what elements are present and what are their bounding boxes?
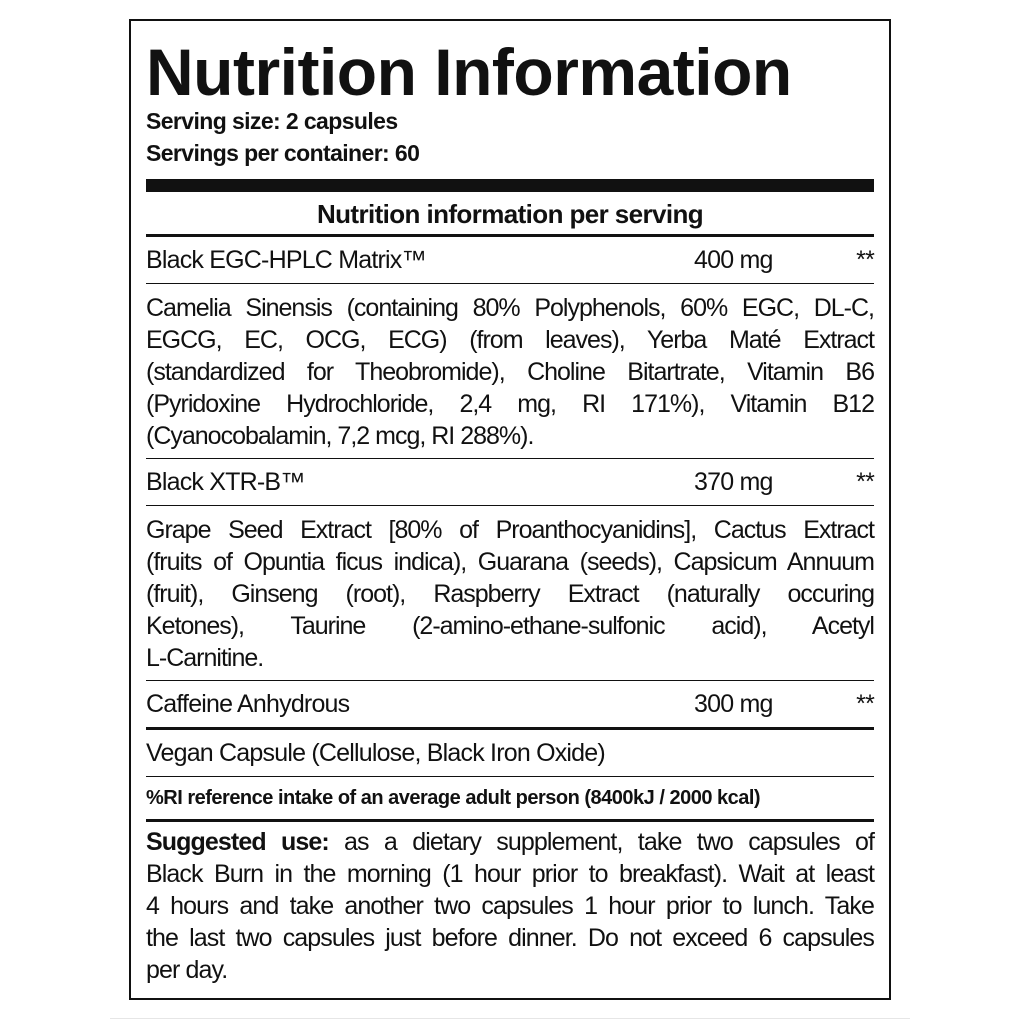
description-line: EGCG, EC, OCG, ECG) (from leaves), Yerba… — [146, 326, 875, 354]
description-line: (fruits of Opuntia ficus indica), Guaran… — [146, 548, 875, 576]
thick-divider — [146, 179, 874, 192]
serving-size: Serving size: 2 capsules — [146, 108, 398, 134]
description-line: Ketones), Taurine (2-amino-ethane-sulfon… — [146, 612, 875, 640]
suggested-use-line: the last two capsules just before dinner… — [146, 924, 875, 952]
ingredient-row: Caffeine Anhydrous 300 mg ** — [146, 681, 875, 727]
ingredient-description: Camelia Sinensis (containing 80% Polyphe… — [146, 284, 875, 458]
ingredient-name: Caffeine Anhydrous — [146, 690, 350, 718]
ingredient-name: Black XTR-B™ — [146, 468, 305, 496]
description-line: Grape Seed Extract [80% of Proanthocyani… — [146, 516, 875, 544]
description-line: L-Carnitine. — [146, 644, 264, 672]
ingredient-name: Black EGC-HPLC Matrix™ — [146, 246, 426, 274]
bottom-divider — [110, 1018, 910, 1019]
divider — [146, 505, 874, 506]
divider — [146, 776, 874, 777]
capsule-info: Vegan Capsule (Cellulose, Black Iron Oxi… — [146, 739, 606, 767]
label-title: Nutrition Information — [146, 35, 792, 109]
ingredient-amount: 400 mg — [694, 246, 773, 274]
description-line: (Pyridoxine Hydrochloride, 2,4 mg, RI 17… — [146, 390, 875, 418]
ingredient-mark: ** — [856, 468, 875, 496]
ingredient-description: Grape Seed Extract [80% of Proanthocyani… — [146, 506, 875, 680]
suggested-use-line: Black Burn in the morning (1 hour prior … — [146, 860, 875, 888]
description-line: (standardized for Theobromide), Choline … — [146, 358, 875, 386]
suggested-use: Suggested use: as a dietary supplement, … — [146, 822, 875, 986]
suggested-use-line: per day. — [146, 956, 228, 984]
suggested-use-label: Suggested use: — [146, 828, 330, 856]
ingredient-mark: ** — [856, 246, 875, 274]
divider — [146, 727, 874, 730]
section-heading: Nutrition information per serving — [316, 199, 704, 229]
divider — [146, 819, 874, 822]
divider — [146, 234, 874, 237]
servings-per-container: Servings per container: 60 — [146, 140, 420, 166]
divider — [146, 458, 874, 459]
suggested-use-line: 4 hours and take another two capsules 1 … — [146, 892, 875, 920]
ingredient-amount: 300 mg — [694, 690, 773, 718]
suggested-use-text: as a dietary supplement, take two capsul… — [328, 828, 875, 856]
divider — [146, 680, 874, 681]
ingredient-row: Black EGC-HPLC Matrix™ 400 mg ** — [146, 237, 875, 283]
divider — [146, 283, 874, 284]
ri-note: %RI reference intake of an average adult… — [146, 787, 761, 809]
description-line: Camelia Sinensis (containing 80% Polyphe… — [146, 294, 875, 322]
ingredient-amount: 370 mg — [694, 468, 773, 496]
ingredient-row: Black XTR-B™ 370 mg ** — [146, 459, 875, 505]
nutrition-label: Nutrition Information Serving size: 2 ca… — [129, 19, 891, 1000]
suggested-use-line: Suggested use: as a dietary supplement, … — [146, 826, 875, 858]
description-line: (Cyanocobalamin, 7,2 mcg, RI 288%). — [146, 422, 534, 450]
description-line: (fruit), Ginseng (root), Raspberry Extra… — [146, 580, 875, 608]
ingredient-mark: ** — [856, 690, 875, 718]
